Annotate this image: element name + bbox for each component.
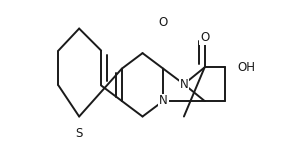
- Text: OH: OH: [237, 61, 255, 74]
- Text: N: N: [180, 78, 188, 91]
- Text: N: N: [159, 94, 167, 107]
- Text: S: S: [75, 127, 83, 140]
- Text: O: O: [159, 16, 168, 29]
- Text: O: O: [200, 31, 209, 44]
